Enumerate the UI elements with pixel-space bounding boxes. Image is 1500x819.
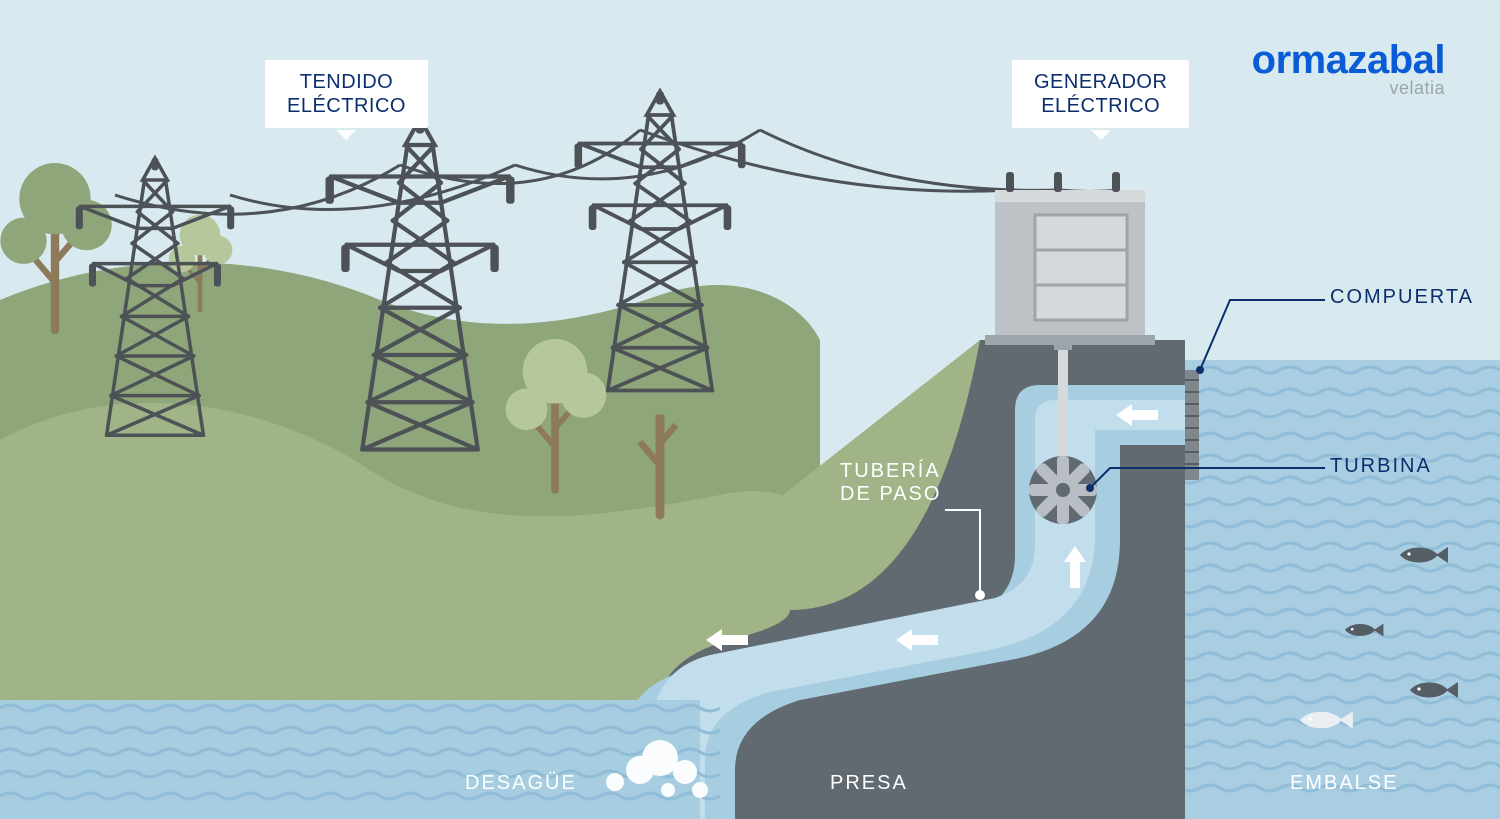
label-desague: DESAGÜE bbox=[465, 772, 577, 795]
label-embalse: EMBALSE bbox=[1290, 772, 1398, 795]
outflow-water bbox=[0, 700, 720, 819]
label-presa: PRESA bbox=[830, 772, 908, 795]
logo-brand: ormazabal bbox=[1252, 40, 1445, 80]
scene-svg bbox=[0, 0, 1500, 819]
logo: ormazabal velatia bbox=[1252, 40, 1445, 99]
callout-tendido: TENDIDO ELÉCTRICO bbox=[265, 60, 428, 128]
gate bbox=[1185, 370, 1199, 480]
generator-building bbox=[985, 172, 1155, 345]
reservoir bbox=[1160, 360, 1500, 819]
callout-generador: GENERADOR ELÉCTRICO bbox=[1012, 60, 1189, 128]
label-turbina: TURBINA bbox=[1330, 455, 1432, 478]
label-compuerta: COMPUERTA bbox=[1330, 286, 1474, 309]
label-tuberia: TUBERÍA DE PASO bbox=[840, 460, 941, 506]
diagram-stage: TENDIDO ELÉCTRICO GENERADOR ELÉCTRICO CO… bbox=[0, 0, 1500, 819]
